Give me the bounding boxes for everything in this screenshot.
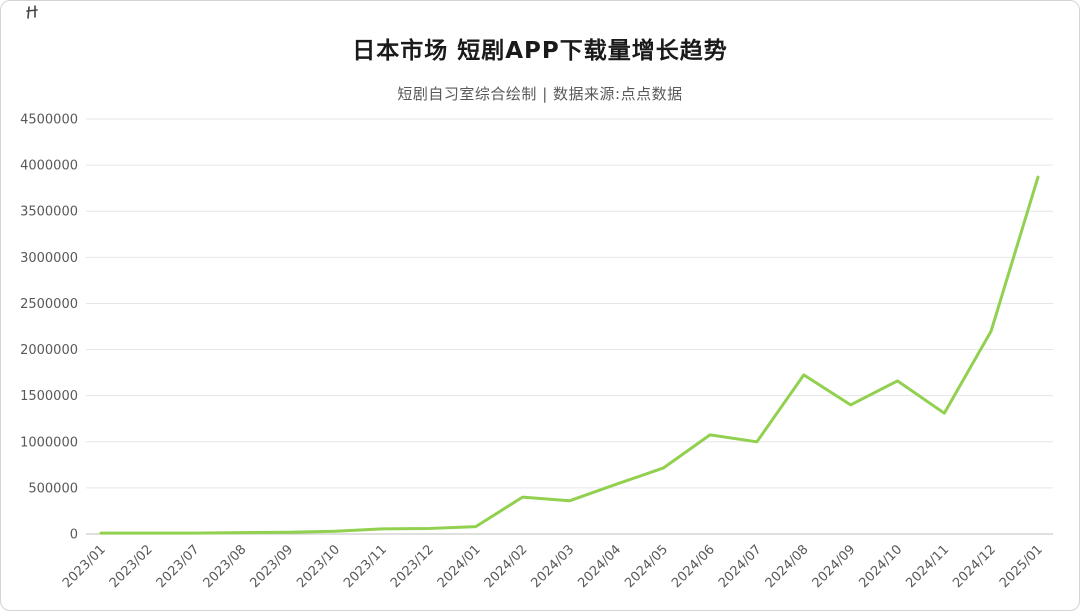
x-tick-label: 2024/01 bbox=[435, 542, 484, 591]
x-tick-label: 2023/08 bbox=[201, 542, 250, 591]
x-tick-label: 2024/03 bbox=[529, 542, 578, 591]
x-tick-label: 2024/02 bbox=[482, 542, 531, 591]
y-tick-label: 2500000 bbox=[20, 297, 78, 312]
corner-mark-icon bbox=[25, 5, 51, 21]
x-tick-label: 2023/12 bbox=[388, 542, 437, 591]
line-chart: 0 500000 1000000 1500000 2000000 2500000 30000… bbox=[20, 113, 1053, 591]
y-tick-label: 1500000 bbox=[20, 389, 78, 404]
x-tick-label: 2024/10 bbox=[856, 542, 905, 591]
y-tick-label: 2000000 bbox=[20, 343, 78, 358]
x-tick-label: 2024/08 bbox=[763, 542, 812, 591]
y-tick-label: 0 bbox=[70, 528, 78, 543]
x-tick-label: 2023/02 bbox=[107, 542, 156, 591]
y-tick-label: 500000 bbox=[28, 481, 78, 496]
y-tick-label: 3000000 bbox=[20, 251, 78, 266]
x-tick-label: 2024/09 bbox=[810, 542, 859, 591]
x-tick-label: 2025/01 bbox=[997, 542, 1046, 591]
chart-title: 日本市场 短剧APP下载量增长趋势 bbox=[352, 38, 728, 64]
chart-subtitle: 短剧自习室综合绘制 | 数据来源:点点数据 bbox=[397, 85, 683, 103]
x-tick-label: 2023/11 bbox=[341, 542, 390, 591]
x-tick-label: 2024/11 bbox=[903, 542, 952, 591]
x-tick-label: 2024/07 bbox=[716, 542, 765, 591]
x-tick-label: 2024/04 bbox=[575, 542, 624, 591]
trend-line bbox=[99, 175, 1040, 535]
x-tick-label: 2024/05 bbox=[622, 542, 671, 591]
x-tick-label: 2024/06 bbox=[669, 542, 718, 591]
y-tick-label: 4000000 bbox=[20, 159, 78, 174]
plot-area: 0 500000 1000000 1500000 2000000 2500000 30000… bbox=[1, 101, 1079, 610]
x-tick-label: 2023/10 bbox=[294, 542, 343, 591]
x-tick-label: 2023/09 bbox=[247, 542, 296, 591]
y-tick-label: 3500000 bbox=[20, 205, 78, 220]
y-tick-label: 1000000 bbox=[20, 435, 78, 450]
x-tick-label: 2024/12 bbox=[950, 542, 999, 591]
y-tick-label: 4500000 bbox=[20, 113, 78, 128]
x-tick-label: 2023/01 bbox=[60, 542, 109, 591]
x-tick-label: 2023/07 bbox=[154, 542, 203, 591]
